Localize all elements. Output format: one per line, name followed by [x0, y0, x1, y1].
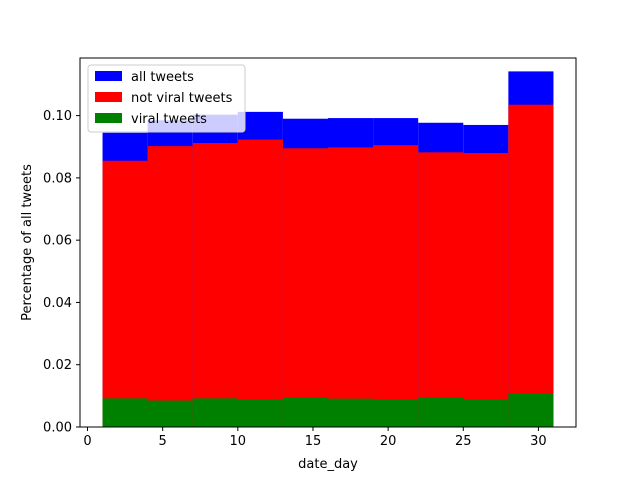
legend-label: all tweets: [131, 70, 194, 85]
bar-s3-3: [192, 398, 238, 427]
y-tick-label: 0.10: [43, 109, 72, 124]
plot-frame: [79, 57, 577, 428]
x-tick-label: 10: [230, 434, 247, 449]
bar-s3-6: [328, 398, 374, 427]
x-axis-label: date_day: [298, 457, 358, 472]
bar-s3-2: [147, 400, 193, 427]
y-tick-label: 0.00: [43, 421, 72, 436]
y-axis-label: Percentage of all tweets: [20, 164, 35, 321]
bar-s2-4: [237, 139, 283, 427]
bar-s2-8: [418, 152, 464, 427]
series-2: [102, 104, 554, 428]
x-tick-label: 30: [530, 434, 547, 449]
bar-s2-5: [282, 148, 328, 427]
x-tick-label: 20: [380, 434, 397, 449]
legend: all tweets not viral tweets viral tweets: [87, 64, 246, 133]
bar-s2-3: [192, 143, 238, 427]
legend-label: viral tweets: [131, 112, 207, 127]
legend-swatch: [95, 71, 122, 81]
y-tick-label: 0.06: [43, 234, 72, 249]
legend-swatch: [95, 113, 122, 123]
bar-s2-9: [463, 152, 509, 428]
legend-box: [87, 64, 246, 133]
x-tick-label: 5: [159, 434, 167, 449]
bar-s3-4: [237, 399, 283, 427]
y-tick-label: 0.02: [43, 358, 72, 373]
x-tick-label: 0: [83, 434, 91, 449]
bar-s2-2: [147, 146, 193, 427]
series-3: [102, 393, 554, 427]
bar-s3-5: [282, 397, 328, 427]
bar-s2-6: [328, 147, 374, 427]
histogram-bars: [102, 71, 554, 428]
bar-s3-1: [102, 398, 148, 427]
bar-s3-10: [508, 393, 554, 427]
y-tick-label: 0.04: [43, 296, 72, 311]
bar-s3-7: [373, 399, 419, 427]
x-tick-label: 25: [455, 434, 472, 449]
y-tick-label: 0.08: [43, 171, 72, 186]
bar-s2-1: [102, 160, 148, 427]
legend-swatch: [95, 92, 122, 102]
bar-s2-7: [373, 145, 419, 427]
legend-label: not viral tweets: [131, 91, 233, 106]
x-tick-label: 15: [305, 434, 322, 449]
bar-s3-9: [463, 399, 509, 427]
bar-s2-10: [508, 104, 554, 427]
axis-ticks: 0 5 10 15 20 25 30 0.00 0.02 0.04 0.06 0.08 0.10: [43, 109, 547, 449]
bar-s3-8: [418, 397, 464, 427]
